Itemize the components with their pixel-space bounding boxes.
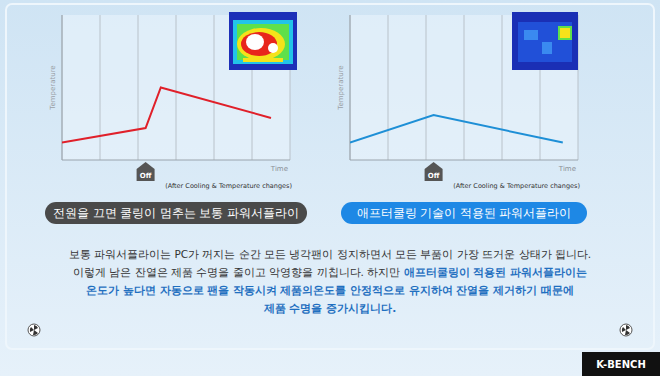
thermal-image <box>512 12 578 70</box>
thermal-zone <box>237 24 289 60</box>
grid-line <box>138 15 139 160</box>
x-axis-label: Time <box>270 165 288 173</box>
chart: Temperature Time Off (After Cooling & Tempe… <box>337 12 587 224</box>
grid-line <box>214 15 215 160</box>
thermal-zone <box>243 58 283 62</box>
y-axis <box>350 15 351 160</box>
off-marker <box>137 162 155 181</box>
thermal-zone <box>518 22 572 62</box>
thermal-zone <box>241 32 277 56</box>
thermal-zone <box>542 42 552 54</box>
description-segment: 제품 수명을 증가시킵니다. <box>263 302 396 314</box>
chart-note: (After Cooling & Temperature changes) <box>165 182 292 190</box>
page: Temperature Time Off (After Cooling & Tempe… <box>0 0 660 376</box>
description-segment: 온도가 높다면 자동으로 팬을 작동시켜 제품의온도를 안정적으로 유지하여 잔… <box>86 284 574 296</box>
temperature-line <box>350 115 563 143</box>
grid-line <box>464 15 465 160</box>
description-segment: 보통 파워서플라이는 PC가 꺼지는 순간 모든 냉각팬이 정지하면서 모든 부… <box>69 248 591 260</box>
x-axis <box>62 160 290 161</box>
x-axis <box>350 160 578 161</box>
description-segment: 애프터쿨링이 적용된 파워서플라이는 <box>404 266 587 278</box>
grid-line <box>100 15 101 160</box>
thermal-zone <box>268 43 278 53</box>
plot-area <box>350 15 578 160</box>
thermal-zone <box>560 28 570 38</box>
thermal-image <box>229 12 297 70</box>
off-marker <box>425 162 443 181</box>
thermal-zone <box>246 34 264 50</box>
grid-line <box>176 15 177 160</box>
description-line: 온도가 높다면 자동으로 팬을 작동시켜 제품의온도를 안정적으로 유지하여 잔… <box>86 284 574 296</box>
fan-ring <box>620 324 632 336</box>
y-axis <box>62 15 63 160</box>
y-axis-label: Temperature <box>49 65 57 110</box>
grid-line <box>502 15 503 160</box>
chart: Temperature Time Off (After Cooling & Tempe… <box>45 12 307 224</box>
grid-line <box>426 15 427 160</box>
chart-title: 전원을 끄면 쿨링이 멈추는 보통 파워서플라이 <box>53 206 299 220</box>
title-pill <box>341 202 587 224</box>
panel-border <box>6 4 654 349</box>
thermal-zone <box>233 20 293 64</box>
description-line: 보통 파워서플라이는 PC가 꺼지는 순간 모든 냉각팬이 정지하면서 모든 부… <box>69 248 591 260</box>
fan-icon <box>620 324 632 336</box>
description-segment: 이렇게 남은 잔열은 제품 수명을 줄이고 악영향을 끼칩니다. 하지만 <box>73 266 403 278</box>
thermal-bg <box>512 12 578 70</box>
grid-line <box>350 15 351 160</box>
fan-ring <box>28 324 40 336</box>
logo-box <box>582 352 660 376</box>
thermal-bg <box>229 12 297 70</box>
description-line: 제품 수명을 증가시킵니다. <box>263 302 396 314</box>
temperature-line <box>62 88 271 143</box>
y-axis-label: Temperature <box>337 65 345 110</box>
thermal-zone <box>237 28 285 60</box>
plot-area <box>62 15 290 160</box>
fan-blades <box>622 325 630 335</box>
data-group <box>62 88 271 143</box>
data-group <box>350 115 563 143</box>
title-pill <box>45 202 307 224</box>
chart-title: 애프터쿨링 기술이 적용된 파워서플라이 <box>357 206 572 220</box>
off-label: Off <box>428 172 440 180</box>
fan-blades <box>30 325 38 335</box>
x-axis-label: Time <box>558 165 576 173</box>
fan-icon <box>28 324 40 336</box>
grid-line <box>62 15 63 160</box>
grid-line <box>388 15 389 160</box>
thermal-zone <box>524 30 538 40</box>
thermal-zone <box>558 26 572 40</box>
logo-text: K-BENCH <box>596 359 646 370</box>
description-line: 이렇게 남은 잔열은 제품 수명을 줄이고 악영향을 끼칩니다. 하지만 애프터… <box>73 266 587 278</box>
chart-note: (After Cooling & Temperature changes) <box>453 182 580 190</box>
background <box>0 0 660 376</box>
off-label: Off <box>140 172 152 180</box>
